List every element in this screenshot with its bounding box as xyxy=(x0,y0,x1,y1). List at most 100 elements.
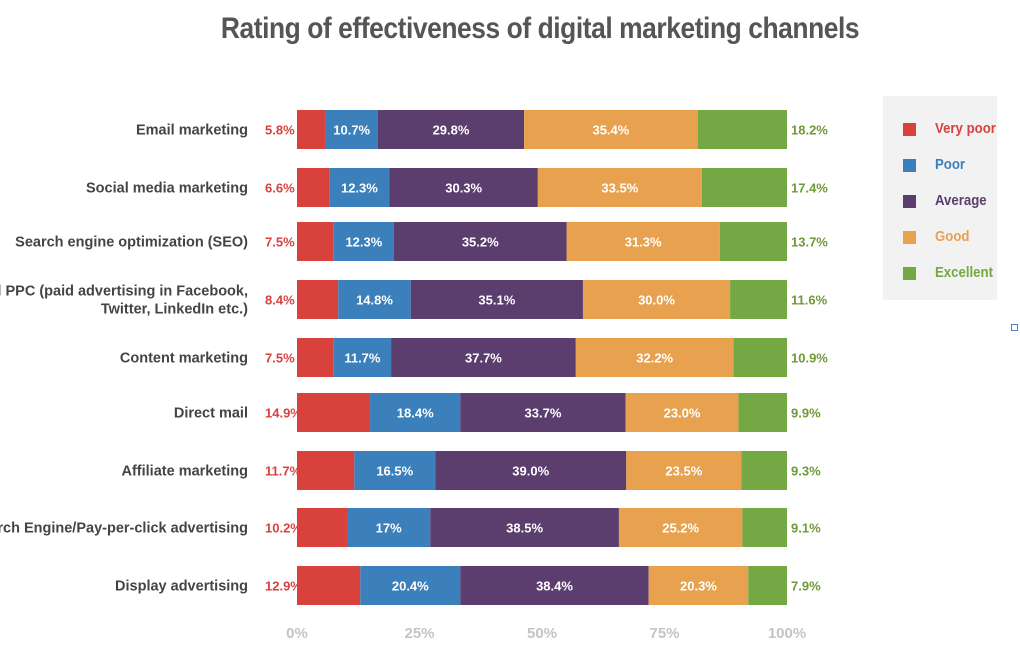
bar-segment-poor xyxy=(338,280,411,319)
segment-value-label: 18.4% xyxy=(397,406,434,421)
bar-segment-excellent xyxy=(748,566,787,605)
category-labels: Email marketing Social media marketing Sea… xyxy=(0,123,248,595)
inside-value-labels: 10.7% 29.8% 35.4% 12.3% 30.3% 33.5% 12.3% 35.2%… xyxy=(333,123,717,594)
bar-segment-very-poor xyxy=(297,168,330,207)
bar-segment-very-poor xyxy=(297,110,326,149)
legend: Very poor Poor Average Good Excellent xyxy=(883,96,997,300)
bar-segment-very-poor xyxy=(297,508,347,547)
bar-segment-good xyxy=(524,110,698,149)
bar-segment-average xyxy=(410,280,583,319)
excellent-value-label: 9.1% xyxy=(791,521,821,536)
very-poor-value-label: 12.9% xyxy=(265,579,302,594)
edge-marker xyxy=(1011,324,1018,331)
excellent-value-label: 9.3% xyxy=(791,464,821,479)
category-label: Social media marketing xyxy=(86,181,248,197)
bar-segment-good xyxy=(625,393,739,432)
excellent-value-label: 11.6% xyxy=(791,293,828,308)
very-poor-value-label: 10.2% xyxy=(265,521,302,536)
segment-value-label: 31.3% xyxy=(625,235,662,250)
segment-value-label: 39.0% xyxy=(512,464,549,479)
very-poor-value-label: 14.9% xyxy=(265,406,302,421)
bar-segment-poor xyxy=(333,222,395,261)
legend-label: Very poor xyxy=(935,120,996,137)
bar-segment-very-poor xyxy=(297,222,334,261)
bar-segment-average xyxy=(377,110,525,149)
excellent-value-label: 18.2% xyxy=(791,123,828,138)
category-label: Social PPC (paid advertising in Facebook… xyxy=(0,284,248,318)
segment-value-label: 14.8% xyxy=(356,293,393,308)
segment-value-label: 23.5% xyxy=(665,464,702,479)
bar-segment-excellent xyxy=(719,222,787,261)
x-tick-label: 100% xyxy=(768,625,806,642)
bar-segment-very-poor xyxy=(297,393,371,432)
very-poor-value-label: 8.4% xyxy=(265,293,295,308)
segment-value-label: 29.8% xyxy=(433,123,470,138)
segment-value-label: 32.2% xyxy=(636,351,673,366)
legend-label: Average xyxy=(935,192,987,209)
segment-value-label: 30.0% xyxy=(638,293,675,308)
segment-value-label: 11.7% xyxy=(344,351,381,366)
legend-swatch xyxy=(903,123,916,136)
very-poor-value-label: 7.5% xyxy=(265,235,295,250)
category-label: Direct mail xyxy=(174,406,248,422)
x-axis-ticks: 0% 25% 50% 75% 100% xyxy=(286,625,806,642)
bar-segment-very-poor xyxy=(297,338,334,377)
segment-value-label: 33.5% xyxy=(601,181,638,196)
segment-value-label: 12.3% xyxy=(345,235,382,250)
bar-segment-excellent xyxy=(733,338,787,377)
segment-value-label: 35.1% xyxy=(478,293,515,308)
bar-segment-poor xyxy=(360,566,461,605)
segment-value-label: 33.7% xyxy=(525,406,562,421)
segment-value-label: 35.2% xyxy=(462,235,499,250)
segment-value-label: 12.3% xyxy=(341,181,378,196)
segment-value-label: 25.2% xyxy=(662,521,699,536)
bar-segment-average xyxy=(430,508,619,547)
bar-segment-average xyxy=(391,338,576,377)
legend-label: Good xyxy=(935,228,970,245)
x-tick-label: 0% xyxy=(286,625,308,642)
legend-label: Poor xyxy=(935,156,966,173)
segment-value-label: 20.3% xyxy=(680,579,717,594)
segment-value-label: 16.5% xyxy=(376,464,413,479)
category-label: Content marketing xyxy=(120,351,248,367)
bar-segment-good xyxy=(648,566,749,605)
bar-segment-poor xyxy=(329,168,390,207)
bar-segment-poor xyxy=(370,393,461,432)
bar-segments xyxy=(297,110,787,605)
bar-segment-average xyxy=(460,393,626,432)
segment-value-label: 35.4% xyxy=(592,123,629,138)
bar-segment-poor xyxy=(346,508,431,547)
bar-segment-excellent xyxy=(730,280,787,319)
bar-segment-good xyxy=(618,508,743,547)
chart-title: Rating of effectiveness of digital marke… xyxy=(220,12,860,45)
legend-label: Excellent xyxy=(935,264,993,281)
category-label: Search engine optimization (SEO) xyxy=(15,235,248,251)
bar-segment-good xyxy=(537,168,702,207)
bar-segment-good xyxy=(575,338,734,377)
bar-segment-excellent xyxy=(742,508,787,547)
bar-segment-very-poor xyxy=(297,566,361,605)
bar-segment-very-poor xyxy=(297,451,355,490)
bar-segment-excellent xyxy=(697,110,787,149)
bar-segment-excellent xyxy=(738,393,787,432)
very-poor-value-label: 6.6% xyxy=(265,181,295,196)
category-label: Email marketing xyxy=(136,123,248,139)
segment-value-label: 37.7% xyxy=(465,351,502,366)
x-tick-label: 75% xyxy=(649,625,679,642)
very-poor-value-label: 5.8% xyxy=(265,123,295,138)
bar-segment-poor xyxy=(325,110,378,149)
category-label: Display advertising xyxy=(115,579,248,595)
very-poor-value-label: 7.5% xyxy=(265,351,295,366)
bar-segment-average xyxy=(389,168,538,207)
segment-value-label: 23.0% xyxy=(664,406,701,421)
segment-value-label: 10.7% xyxy=(333,123,370,138)
legend-swatch xyxy=(903,231,916,244)
legend-swatch xyxy=(903,267,916,280)
segment-value-label: 17% xyxy=(376,521,402,536)
bar-segment-average xyxy=(435,451,627,490)
category-label: Search Engine/Pay-per-click advertising xyxy=(0,521,248,537)
segment-value-label: 30.3% xyxy=(445,181,482,196)
bar-segment-average xyxy=(460,566,649,605)
x-tick-label: 50% xyxy=(527,625,557,642)
